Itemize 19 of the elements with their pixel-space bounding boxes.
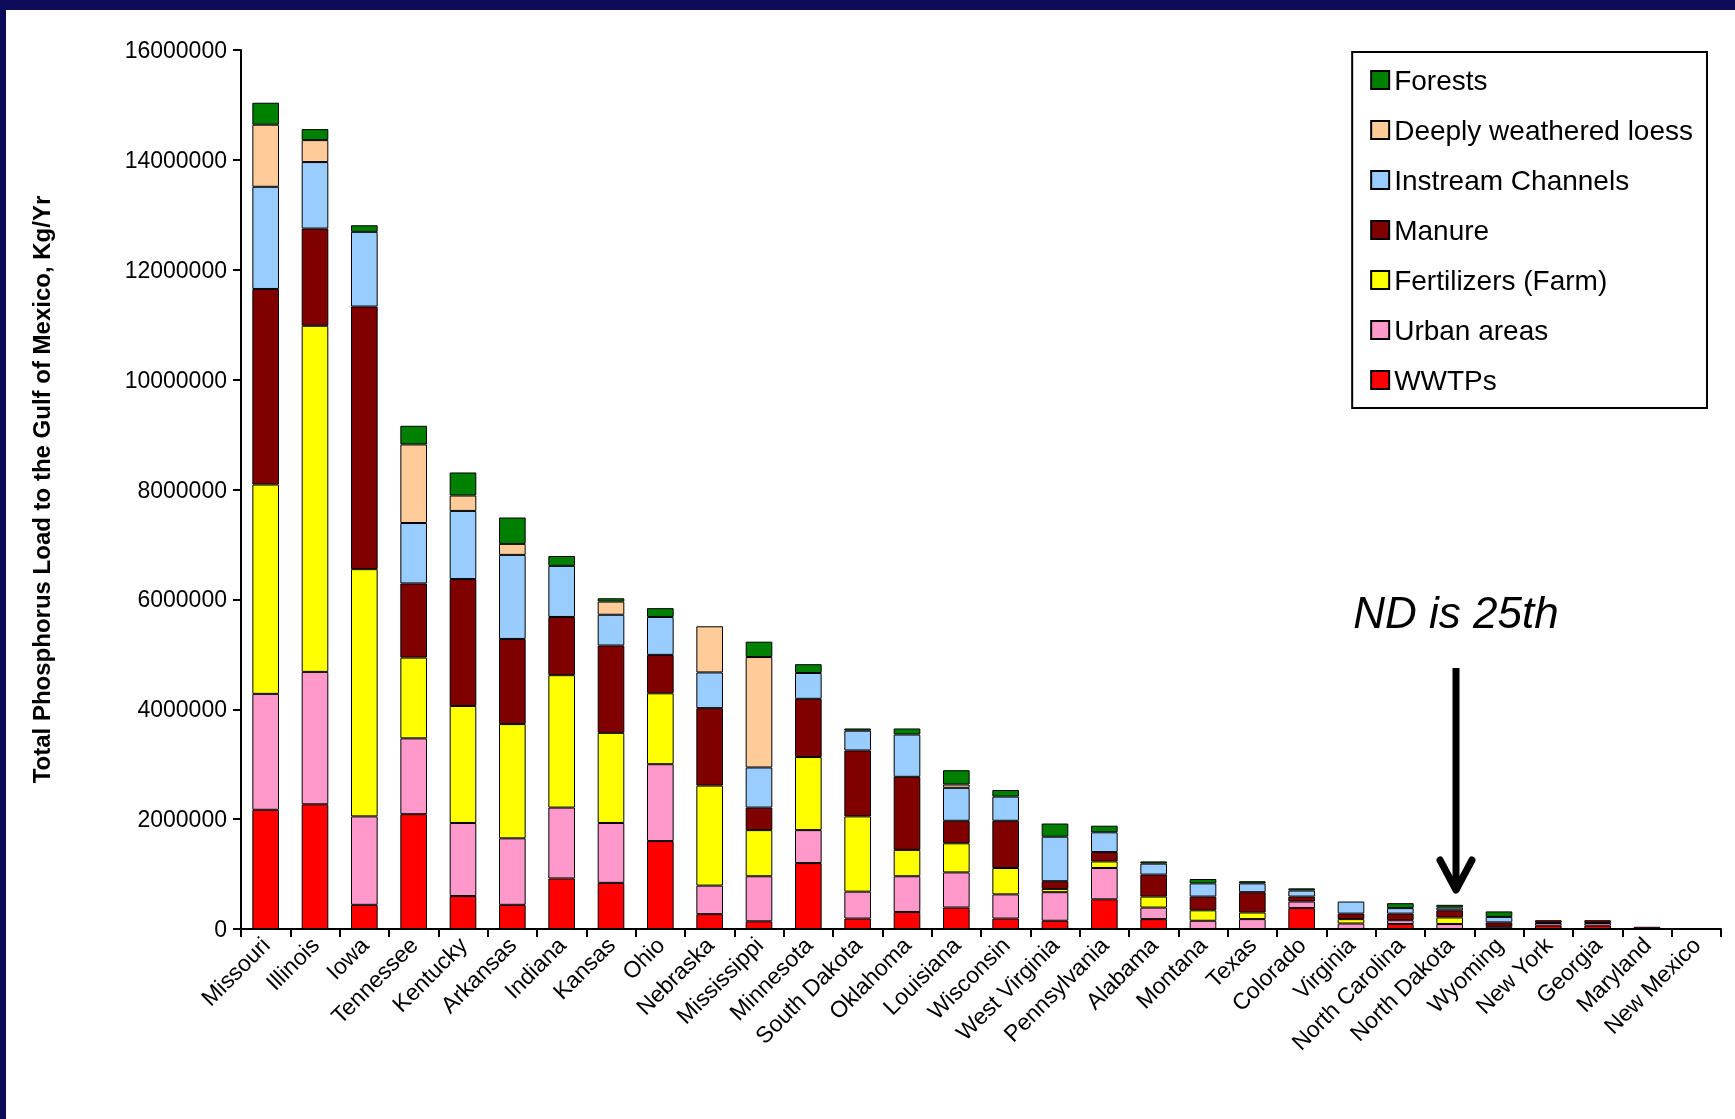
y-tick-label: 14000000 bbox=[124, 146, 227, 173]
y-tick-label: 10000000 bbox=[124, 366, 227, 393]
y-tick-label: 6000000 bbox=[137, 586, 227, 613]
y-axis-title: Total Phosphorus Load to the Gulf of Mexico, Kg/Yr bbox=[27, 195, 55, 784]
legend-label: Manure bbox=[1394, 214, 1490, 246]
y-tick-label: 8000000 bbox=[137, 476, 227, 503]
legend-label: WWTPs bbox=[1394, 364, 1497, 396]
y-tick-label: 16000000 bbox=[124, 37, 227, 63]
bar bbox=[943, 770, 970, 785]
y-tick-label: 4000000 bbox=[137, 696, 227, 723]
legend-label: Forests bbox=[1394, 64, 1488, 96]
y-tick-label: 12000000 bbox=[124, 256, 227, 283]
legend-label: Deeply weathered loess bbox=[1394, 114, 1693, 146]
y-tick-label: 2000000 bbox=[137, 806, 227, 833]
annotation: ND is 25th bbox=[1353, 588, 1559, 637]
legend-label: Urban areas bbox=[1394, 314, 1549, 346]
y-tick-label: 0 bbox=[214, 916, 227, 942]
legend-label: Instream Channels bbox=[1394, 164, 1630, 196]
legend-label: Fertilizers (Farm) bbox=[1394, 264, 1608, 296]
